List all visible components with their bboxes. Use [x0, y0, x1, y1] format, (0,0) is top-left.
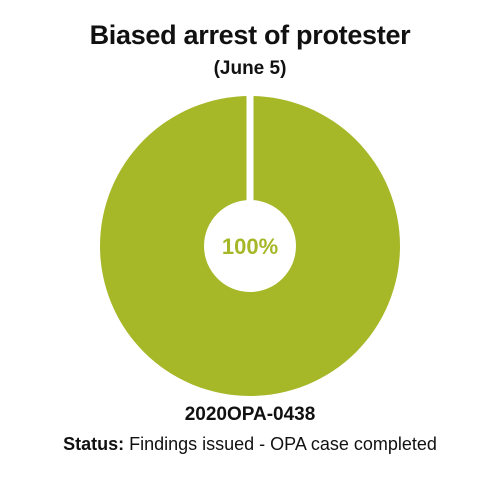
slice-separator: [246, 96, 254, 202]
center-value-label: 100%: [222, 234, 278, 259]
status-text: Findings issued - OPA case completed: [124, 434, 437, 454]
status-label: Status:: [63, 434, 125, 454]
case-status: Status: Findings issued - OPA case compl…: [0, 431, 500, 457]
donut-chart: 100%: [100, 96, 400, 396]
donut-hole: [204, 200, 296, 292]
donut-chart-svg: 100%: [100, 96, 400, 396]
chart-subtitle: (June 5): [213, 58, 287, 79]
case-id: 2020OPA-0438: [184, 404, 316, 425]
chart-title: Biased arrest of protester: [89, 20, 411, 50]
